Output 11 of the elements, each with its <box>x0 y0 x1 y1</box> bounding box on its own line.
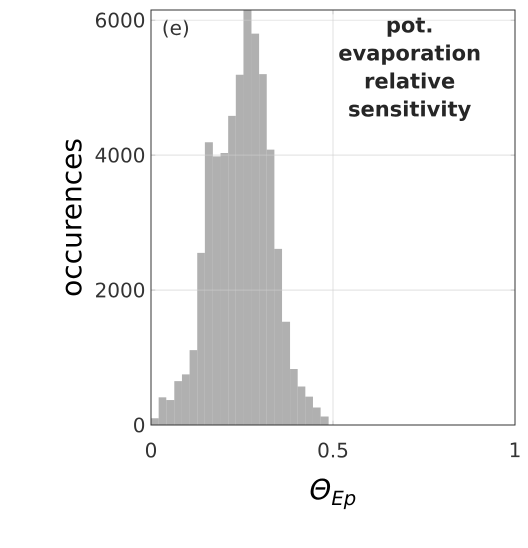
y-tick-label: 0 <box>134 417 144 433</box>
y-tick-label: 2000 <box>96 282 144 298</box>
x-tick-label: 0.5 <box>318 442 348 458</box>
annotation: (e) <box>164 20 188 38</box>
y-tick-label: 6000 <box>96 12 144 28</box>
x-axis-title: Θ$_{Ep}$ <box>310 478 356 510</box>
x-tick-label: 1 <box>510 442 520 458</box>
y-tick-label: 4000 <box>96 148 144 163</box>
annotation: pot. evaporation relative sensitivity <box>339 18 480 121</box>
x-tick-label: 0 <box>146 442 156 458</box>
y-axis-title: occurences <box>66 139 82 296</box>
